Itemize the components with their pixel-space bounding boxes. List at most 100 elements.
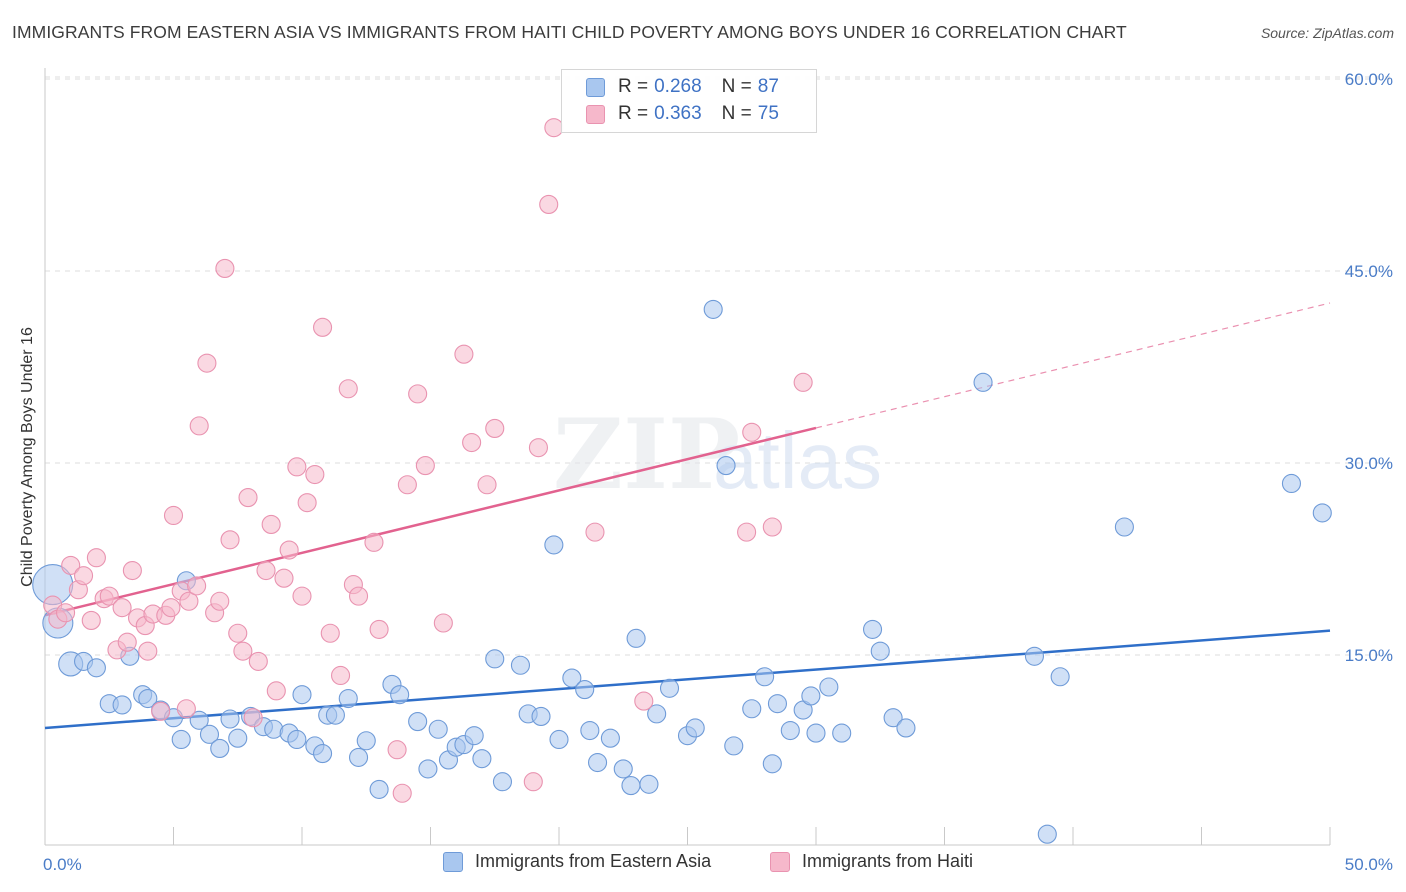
point-eastern-asia	[562, 668, 582, 688]
series-legend: Immigrants from Eastern Asia Immigrants …	[0, 851, 1406, 879]
series-label: Immigrants from Eastern Asia	[475, 851, 712, 871]
point-eastern-asia	[780, 720, 800, 741]
point-eastern-asia	[767, 694, 788, 714]
watermark-atlas: atlas	[713, 416, 882, 505]
point-haiti	[228, 623, 248, 643]
point-eastern-asia	[510, 655, 531, 675]
point-eastern-asia	[1050, 667, 1070, 687]
point-haiti	[122, 560, 142, 581]
point-haiti	[161, 598, 181, 618]
legend-r-value: 0.363	[654, 103, 702, 124]
point-haiti	[320, 623, 340, 643]
point-eastern-asia	[228, 728, 248, 748]
point-haiti	[233, 641, 253, 661]
point-haiti	[117, 632, 137, 652]
point-eastern-asia	[626, 628, 646, 648]
source-credit: Source: ZipAtlas.com	[1260, 25, 1394, 41]
series-legend-eastern-asia[interactable]: Immigrants from Eastern Asia	[443, 851, 711, 872]
point-haiti	[138, 641, 158, 661]
point-haiti	[266, 681, 286, 701]
point-eastern-asia	[883, 708, 903, 728]
point-haiti	[279, 540, 299, 560]
point-haiti	[485, 418, 505, 438]
point-eastern-asia	[580, 720, 600, 741]
legend-n-value: 75	[757, 103, 779, 124]
point-haiti	[61, 555, 81, 575]
point-eastern-asia	[1114, 517, 1134, 537]
series-legend-haiti[interactable]: Immigrants from Haiti	[770, 851, 973, 872]
point-eastern-asia	[408, 712, 428, 732]
point-eastern-asia	[806, 723, 826, 743]
point-haiti	[737, 522, 757, 542]
legend-row-haiti: R = 0.363 N = 75	[586, 102, 779, 126]
series-label: Immigrants from Haiti	[802, 851, 974, 871]
point-eastern-asia	[639, 774, 659, 794]
x-tick-label: 0.0%	[43, 855, 82, 874]
point-haiti	[528, 438, 548, 458]
y-tick-label: 15.0%	[1345, 646, 1393, 665]
point-haiti	[433, 613, 453, 633]
point-eastern-asia	[325, 705, 345, 725]
point-eastern-asia	[199, 724, 220, 744]
point-haiti	[397, 475, 417, 495]
legend-n-label: N =	[721, 103, 752, 124]
point-haiti	[392, 783, 412, 803]
point-haiti	[408, 384, 428, 404]
point-eastern-asia	[313, 744, 333, 764]
point-eastern-asia	[575, 680, 595, 700]
point-haiti	[477, 475, 497, 495]
point-haiti	[112, 598, 132, 618]
point-eastern-asia	[659, 678, 680, 698]
point-eastern-asia	[292, 685, 312, 705]
legend-swatch-pink	[586, 104, 605, 124]
x-tick-label: 50.0%	[1345, 855, 1393, 874]
point-haiti	[256, 560, 276, 581]
legend-r-label: R =	[618, 76, 649, 97]
point-haiti	[313, 317, 333, 337]
point-eastern-asia	[544, 535, 564, 555]
point-haiti	[585, 522, 605, 542]
point-eastern-asia	[356, 731, 376, 751]
y-tick-label: 60.0%	[1345, 70, 1393, 89]
point-eastern-asia	[1312, 503, 1332, 523]
point-eastern-asia	[418, 759, 438, 779]
point-eastern-asia	[862, 619, 883, 639]
point-eastern-asia	[724, 736, 744, 756]
chart-title: IMMIGRANTS FROM EASTERN ASIA VS IMMIGRAN…	[12, 22, 1127, 42]
point-haiti	[151, 701, 171, 721]
point-haiti	[292, 586, 312, 606]
point-eastern-asia	[801, 686, 821, 706]
point-eastern-asia	[171, 729, 191, 750]
point-haiti	[187, 576, 207, 596]
y-tick-label: 45.0%	[1345, 262, 1393, 281]
point-haiti	[86, 548, 106, 568]
point-haiti	[338, 379, 358, 399]
point-haiti	[99, 586, 119, 606]
point-eastern-asia	[742, 699, 762, 719]
legend-swatch-blue	[586, 77, 605, 97]
point-haiti	[74, 566, 94, 586]
point-eastern-asia	[613, 759, 633, 779]
point-eastern-asia	[287, 729, 307, 750]
tick-labels: 15.0% 30.0% 45.0% 60.0% 0.0% 50.0%	[43, 70, 1393, 874]
point-eastern-asia	[973, 372, 993, 392]
series-swatch-pink	[770, 851, 790, 872]
point-eastern-asia	[472, 749, 492, 769]
point-eastern-asia	[1037, 824, 1057, 844]
point-haiti	[364, 532, 384, 552]
point-eastern-asia	[220, 709, 240, 729]
point-eastern-asia	[1281, 473, 1301, 494]
y-axis-label: Child Poverty Among Boys Under 16	[19, 327, 36, 587]
point-haiti	[330, 665, 351, 686]
point-eastern-asia	[390, 685, 410, 705]
legend-r-label: R =	[618, 103, 649, 124]
point-eastern-asia	[600, 728, 620, 748]
point-eastern-asia	[338, 688, 358, 709]
trend-line-haiti	[44, 426, 817, 617]
point-haiti	[462, 432, 482, 453]
point-haiti	[176, 699, 196, 719]
point-eastern-asia	[716, 456, 736, 476]
point-eastern-asia	[348, 747, 369, 767]
point-haiti	[539, 194, 559, 214]
